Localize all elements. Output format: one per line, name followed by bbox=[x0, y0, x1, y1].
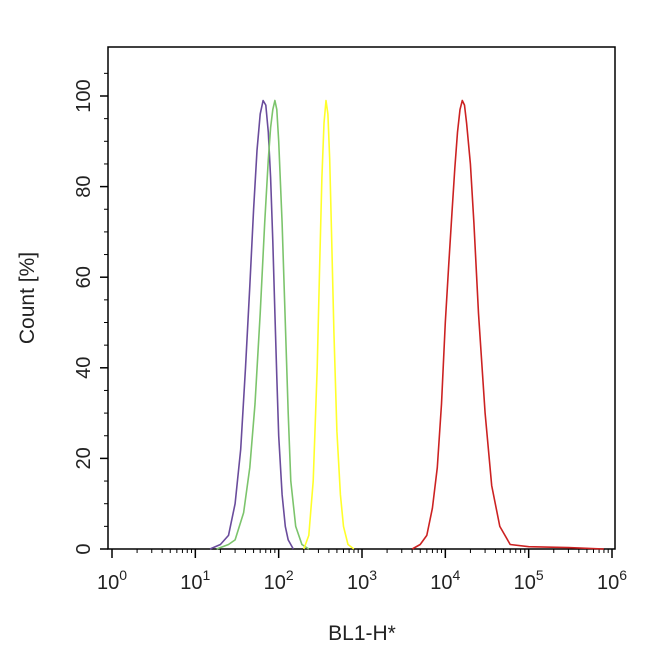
x-tick-label: 102 bbox=[264, 567, 294, 594]
series-line-3 bbox=[303, 99, 355, 550]
x-tick-label: 104 bbox=[430, 567, 460, 594]
x-axis-title: BL1-H* bbox=[328, 622, 396, 645]
plot-frame bbox=[107, 46, 616, 550]
y-tick-label: 40 bbox=[73, 357, 95, 379]
x-tick-label: 101 bbox=[180, 567, 210, 594]
y-tick-label: 20 bbox=[73, 447, 95, 469]
y-tick-label: 100 bbox=[73, 79, 95, 112]
y-tick-label: 60 bbox=[73, 266, 95, 288]
series-line-1 bbox=[209, 99, 294, 550]
x-tick-label: 106 bbox=[597, 567, 627, 594]
x-tick-label: 105 bbox=[514, 567, 544, 594]
series-line-4 bbox=[411, 99, 604, 550]
series-layer bbox=[209, 99, 604, 550]
x-tick-label: 100 bbox=[97, 567, 127, 594]
series-line-2 bbox=[216, 99, 310, 550]
y-tick-label: 80 bbox=[73, 175, 95, 197]
y-axis: 0 20 40 60 80 100 bbox=[73, 72, 108, 555]
y-tick-label: 0 bbox=[73, 543, 95, 554]
y-axis-title: Count [%] bbox=[16, 252, 39, 344]
x-tick-label: 103 bbox=[347, 567, 377, 594]
x-axis: 100 101 102 103 104 105 106 bbox=[97, 549, 627, 594]
